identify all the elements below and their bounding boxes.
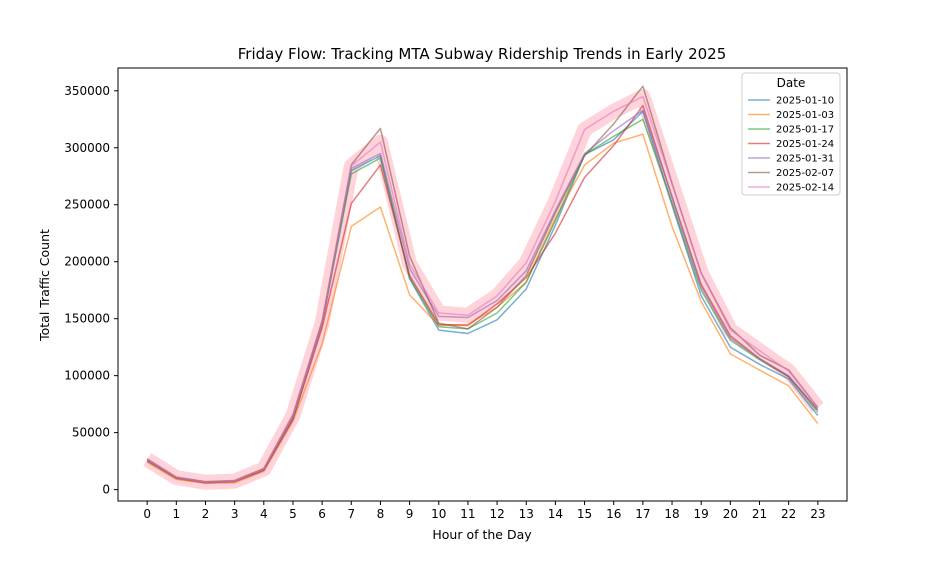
series-line-2025-02-07	[146, 85, 819, 483]
x-tick-label: 1	[172, 507, 180, 521]
y-tick-label: 300000	[64, 141, 110, 155]
x-tick-label: 13	[519, 507, 534, 521]
legend: Date 2025-01-102025-01-032025-01-172025-…	[741, 72, 841, 196]
x-axis-label: Hour of the Day	[432, 527, 532, 542]
series-line-2025-01-03	[146, 133, 819, 485]
x-tick-label: 7	[347, 507, 355, 521]
x-tick-label: 4	[260, 507, 268, 521]
legend-label-2025-01-17: 2025-01-17	[776, 125, 834, 136]
x-tick-label: 3	[231, 507, 239, 521]
highlight-band	[143, 89, 824, 490]
x-tick-label: 16	[606, 507, 621, 521]
legend-label-2025-02-14: 2025-02-14	[776, 183, 834, 194]
x-tick-label: 9	[406, 507, 414, 521]
x-tick-label: 0	[143, 507, 151, 521]
series-layer	[146, 85, 819, 485]
plot-frame	[117, 67, 848, 502]
x-tick-label: 14	[548, 507, 563, 521]
x-tick-label: 10	[431, 507, 446, 521]
y-tick-label: 0	[102, 483, 110, 497]
series-line-2025-02-14	[146, 95, 819, 483]
x-tick-label: 19	[694, 507, 709, 521]
x-tick-label: 6	[318, 507, 326, 521]
x-tick-label: 22	[781, 507, 796, 521]
highlight-band-layer	[143, 89, 824, 490]
legend-box	[741, 72, 841, 196]
y-axis: 0 50000 100000 150000 200000 250000 300000 3500…	[64, 84, 118, 497]
y-tick-label: 250000	[64, 198, 110, 212]
x-tick-label: 11	[460, 507, 475, 521]
legend-label-2025-02-07: 2025-02-07	[776, 168, 834, 179]
x-tick-label: 5	[289, 507, 297, 521]
series-line-2025-01-24	[146, 104, 819, 484]
y-tick-label: 350000	[64, 84, 110, 98]
legend-label-2025-01-31: 2025-01-31	[776, 154, 834, 165]
y-tick-label: 50000	[72, 426, 110, 440]
x-tick-label: 12	[489, 507, 504, 521]
x-tick-label: 17	[635, 507, 650, 521]
x-tick-label: 18	[664, 507, 679, 521]
legend-label-2025-01-03: 2025-01-03	[776, 110, 834, 121]
x-tick-label: 2	[202, 507, 210, 521]
y-tick-label: 100000	[64, 369, 110, 383]
y-tick-label: 200000	[64, 255, 110, 269]
x-tick-label: 20	[723, 507, 738, 521]
legend-label-2025-01-24: 2025-01-24	[776, 139, 834, 150]
x-tick-label: 8	[377, 507, 385, 521]
x-tick-label: 21	[752, 507, 767, 521]
y-tick-label: 150000	[64, 312, 110, 326]
y-axis-label: Total Traffic Count	[37, 229, 52, 342]
x-tick-label: 15	[577, 507, 592, 521]
legend-title: Date	[777, 76, 806, 90]
chart-title: Friday Flow: Tracking MTA Subway Ridersh…	[238, 45, 727, 63]
legend-items: 2025-01-10 2025-01-03 2025-01-17 2025-01-24…	[748, 96, 834, 194]
legend-label-2025-01-10: 2025-01-10	[776, 96, 834, 107]
x-tick-label: 23	[810, 507, 825, 521]
x-axis: 0 1 2 3 4 5 6 7 8 9 10 11 12 13 14 15 16 17 18 19 20 21 22 23	[143, 501, 825, 521]
